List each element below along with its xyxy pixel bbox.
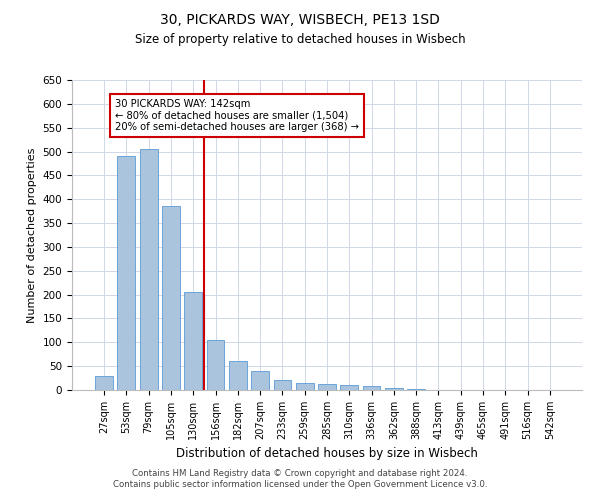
Bar (340, 385, 358, 390)
Bar (118, 156, 136, 390)
Text: 30 PICKARDS WAY: 142sqm
← 80% of detached houses are smaller (1,504)
20% of semi: 30 PICKARDS WAY: 142sqm ← 80% of detache… (115, 99, 359, 132)
Bar (140, 149, 158, 390)
Text: Size of property relative to detached houses in Wisbech: Size of property relative to detached ho… (134, 32, 466, 46)
X-axis label: Distribution of detached houses by size in Wisbech: Distribution of detached houses by size … (176, 448, 478, 460)
Text: Contains public sector information licensed under the Open Government Licence v3: Contains public sector information licen… (113, 480, 487, 489)
Bar (318, 384, 336, 390)
Bar (385, 388, 403, 390)
Text: 30, PICKARDS WAY, WISBECH, PE13 1SD: 30, PICKARDS WAY, WISBECH, PE13 1SD (160, 12, 440, 26)
Bar (229, 362, 247, 390)
Bar (95, 376, 113, 390)
Bar (206, 340, 224, 390)
Text: Contains HM Land Registry data © Crown copyright and database right 2024.: Contains HM Land Registry data © Crown c… (132, 468, 468, 477)
Bar (407, 389, 425, 390)
Bar (274, 380, 292, 390)
Bar (362, 386, 380, 390)
Bar (162, 206, 180, 390)
Y-axis label: Number of detached properties: Number of detached properties (27, 148, 37, 322)
Bar (251, 371, 269, 390)
Bar (184, 292, 202, 390)
Bar (296, 383, 314, 390)
